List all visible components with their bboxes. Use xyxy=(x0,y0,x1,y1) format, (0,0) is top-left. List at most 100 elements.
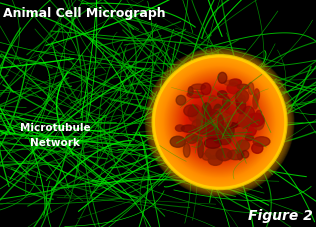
Ellipse shape xyxy=(200,103,240,142)
Ellipse shape xyxy=(191,85,206,90)
Ellipse shape xyxy=(216,114,232,128)
Ellipse shape xyxy=(234,91,240,101)
Ellipse shape xyxy=(216,149,232,161)
Ellipse shape xyxy=(164,67,275,178)
Ellipse shape xyxy=(181,84,258,161)
Ellipse shape xyxy=(254,89,259,101)
Ellipse shape xyxy=(181,125,196,133)
Ellipse shape xyxy=(154,58,285,188)
Ellipse shape xyxy=(217,137,231,145)
Ellipse shape xyxy=(174,77,265,168)
Ellipse shape xyxy=(210,113,229,133)
Ellipse shape xyxy=(237,151,242,160)
Ellipse shape xyxy=(203,117,216,130)
Ellipse shape xyxy=(214,105,222,118)
Ellipse shape xyxy=(194,97,245,148)
Ellipse shape xyxy=(149,52,290,193)
Ellipse shape xyxy=(202,105,237,140)
Ellipse shape xyxy=(180,83,259,162)
Ellipse shape xyxy=(195,98,244,147)
Ellipse shape xyxy=(237,91,249,103)
Ellipse shape xyxy=(213,114,227,128)
Ellipse shape xyxy=(192,95,247,150)
Ellipse shape xyxy=(163,67,276,179)
Ellipse shape xyxy=(201,84,211,95)
Ellipse shape xyxy=(223,97,230,110)
Ellipse shape xyxy=(236,120,247,134)
Ellipse shape xyxy=(245,136,253,141)
Ellipse shape xyxy=(206,132,222,140)
Ellipse shape xyxy=(156,60,283,185)
Ellipse shape xyxy=(188,105,202,123)
Ellipse shape xyxy=(161,64,278,181)
Ellipse shape xyxy=(190,93,249,152)
Ellipse shape xyxy=(186,89,253,156)
Ellipse shape xyxy=(197,114,203,130)
Ellipse shape xyxy=(224,81,238,86)
Ellipse shape xyxy=(183,144,190,158)
Ellipse shape xyxy=(205,148,222,159)
Ellipse shape xyxy=(236,92,242,107)
Ellipse shape xyxy=(227,150,244,160)
Ellipse shape xyxy=(152,56,287,190)
Ellipse shape xyxy=(213,116,226,129)
Ellipse shape xyxy=(182,85,257,160)
Ellipse shape xyxy=(165,69,274,177)
Ellipse shape xyxy=(218,73,227,84)
Ellipse shape xyxy=(175,79,264,167)
Ellipse shape xyxy=(219,116,229,125)
Ellipse shape xyxy=(215,118,224,127)
Ellipse shape xyxy=(159,62,280,183)
Ellipse shape xyxy=(170,73,269,172)
Ellipse shape xyxy=(218,91,227,98)
Ellipse shape xyxy=(198,101,242,145)
Ellipse shape xyxy=(205,108,234,137)
Ellipse shape xyxy=(167,70,273,175)
Ellipse shape xyxy=(155,59,284,186)
Ellipse shape xyxy=(204,107,235,138)
Ellipse shape xyxy=(227,84,240,94)
Ellipse shape xyxy=(176,80,263,165)
Ellipse shape xyxy=(189,92,251,153)
Ellipse shape xyxy=(150,54,289,192)
Ellipse shape xyxy=(151,54,288,191)
Ellipse shape xyxy=(217,127,230,134)
Ellipse shape xyxy=(238,113,250,128)
Ellipse shape xyxy=(252,143,263,154)
Ellipse shape xyxy=(212,115,227,130)
Ellipse shape xyxy=(175,125,185,132)
Ellipse shape xyxy=(199,113,209,128)
Ellipse shape xyxy=(213,115,223,132)
Ellipse shape xyxy=(169,72,270,173)
Ellipse shape xyxy=(256,111,261,116)
Ellipse shape xyxy=(204,138,221,149)
Ellipse shape xyxy=(218,115,223,131)
Ellipse shape xyxy=(213,128,221,143)
Ellipse shape xyxy=(229,80,241,86)
Ellipse shape xyxy=(178,81,262,164)
Ellipse shape xyxy=(215,127,229,133)
Ellipse shape xyxy=(191,94,248,151)
Ellipse shape xyxy=(206,109,233,136)
Ellipse shape xyxy=(248,83,254,95)
Ellipse shape xyxy=(196,99,243,146)
Ellipse shape xyxy=(145,49,294,197)
Text: Nucleus: Nucleus xyxy=(201,109,251,118)
Ellipse shape xyxy=(173,76,266,169)
Ellipse shape xyxy=(237,85,249,90)
Ellipse shape xyxy=(204,113,220,126)
Ellipse shape xyxy=(243,123,256,137)
Ellipse shape xyxy=(171,74,268,171)
Ellipse shape xyxy=(162,65,277,180)
Ellipse shape xyxy=(247,114,264,127)
Ellipse shape xyxy=(236,99,246,114)
Ellipse shape xyxy=(253,137,270,147)
Ellipse shape xyxy=(222,123,238,128)
Text: Network: Network xyxy=(30,137,80,147)
Ellipse shape xyxy=(214,117,225,128)
Ellipse shape xyxy=(212,112,223,123)
Ellipse shape xyxy=(185,89,254,157)
Ellipse shape xyxy=(153,57,286,189)
Ellipse shape xyxy=(214,120,226,124)
Ellipse shape xyxy=(160,63,279,182)
